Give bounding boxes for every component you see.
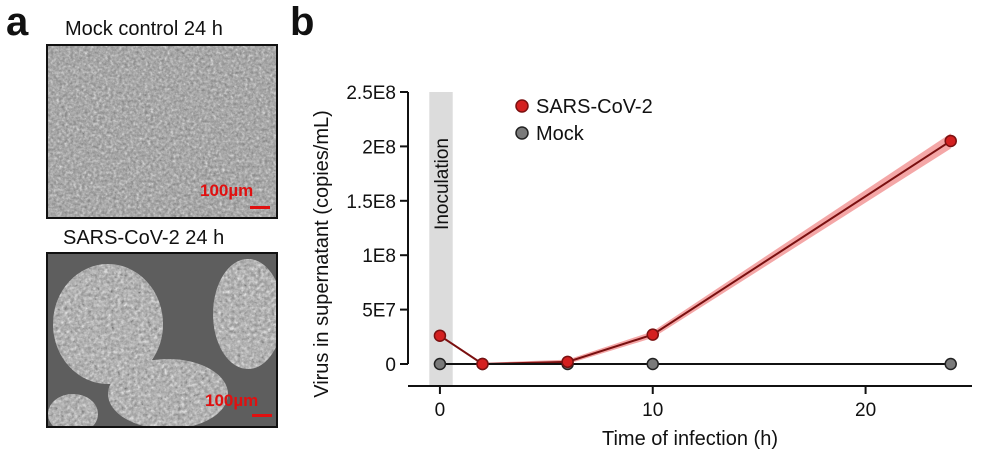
virus-growth-chart: Inoculation 0 5E7 1E8 1.5E8 2E8 2.5E8 0 10 20 Tim… (311, 83, 972, 450)
mock-scale-label: 100µm (200, 181, 254, 200)
sars-scale-label: 100µm (205, 391, 259, 410)
mock-point (433, 357, 447, 371)
y-tick-label: 0 (385, 355, 396, 376)
y-axis-label: Virus in supernatant (copies/mL) (311, 110, 333, 398)
sars-cov-2-point (561, 355, 574, 369)
series-line-0 (439, 140, 952, 366)
x-tick-label: 20 (855, 400, 876, 421)
legend-label: Mock (536, 123, 585, 145)
sars-cov-2-point (646, 328, 660, 341)
inoculation-region (429, 92, 453, 386)
legend-marker (515, 99, 529, 113)
y-tick-label: 1.5E8 (346, 192, 396, 213)
legend-label: SARS-CoV-2 (536, 96, 653, 118)
sars-cov-2-point (944, 134, 957, 148)
inoculation-label: Inoculation (432, 138, 453, 230)
sars-image-title: SARS-CoV-2 24 h (63, 227, 225, 249)
y-tick-label: 2E8 (362, 137, 396, 158)
mock-image-title: Mock control 24 h (65, 18, 223, 40)
mock-point (944, 357, 957, 371)
error-band-0 (439, 133, 951, 364)
sars-cov-2-texture (48, 254, 276, 426)
mock-control-texture (48, 46, 276, 217)
y-tick-label: 2.5E8 (346, 83, 396, 104)
y-tick-label: 5E7 (362, 301, 396, 322)
sars-cov-2-point (476, 357, 489, 371)
x-axis-label: Time of infection (h) (602, 428, 778, 450)
sars-cov-2-micrograph (46, 252, 278, 428)
mock-point (646, 357, 660, 371)
x-tick-label: 10 (642, 400, 663, 421)
sars-scale-bar (252, 414, 272, 417)
sars-cov-2-point (433, 329, 447, 342)
mock-control-micrograph (46, 44, 278, 219)
y-tick-label: 1E8 (362, 246, 396, 267)
x-tick-label: 0 (435, 400, 446, 421)
mock-scale-bar (250, 206, 270, 209)
panel-b-label: b (290, 0, 315, 44)
legend-marker (515, 126, 529, 140)
panel-a-label: a (6, 0, 29, 44)
